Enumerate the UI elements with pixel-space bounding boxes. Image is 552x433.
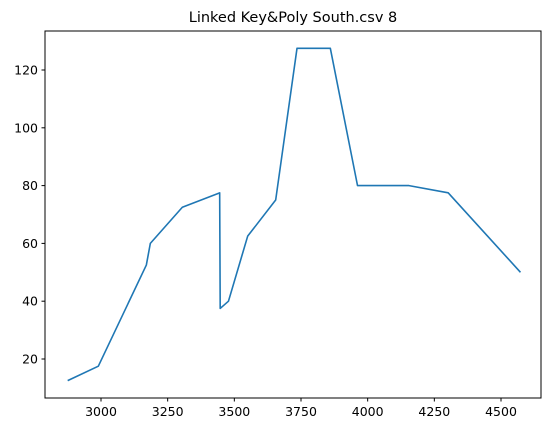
series-line — [67, 47, 522, 382]
x-tick-label: 4000 — [352, 404, 384, 419]
y-tick-label: 40 — [22, 294, 38, 309]
x-tick-label: 3000 — [85, 404, 117, 419]
y-tick-label: 60 — [22, 236, 38, 251]
y-tick-label: 100 — [14, 120, 38, 135]
x-tick-label: 3500 — [218, 404, 250, 419]
plot-area — [67, 47, 522, 382]
chart-title: Linked Key&Poly South.csv 8 — [189, 10, 398, 26]
y-tick-label: 120 — [14, 63, 38, 78]
x-tick-label: 3250 — [152, 404, 184, 419]
y-tick-label: 20 — [22, 351, 38, 366]
x-tick-label: 4250 — [418, 404, 450, 419]
y-tick-label: 80 — [22, 178, 38, 193]
x-tick-label: 3750 — [285, 404, 317, 419]
y-axis-ticks: 20 40 60 80 100 120 — [14, 63, 45, 366]
axes-frame — [44, 30, 542, 399]
x-tick-label: 4500 — [485, 404, 517, 419]
x-axis-ticks: 3000 3250 3500 3750 4000 4250 4500 — [85, 398, 517, 419]
